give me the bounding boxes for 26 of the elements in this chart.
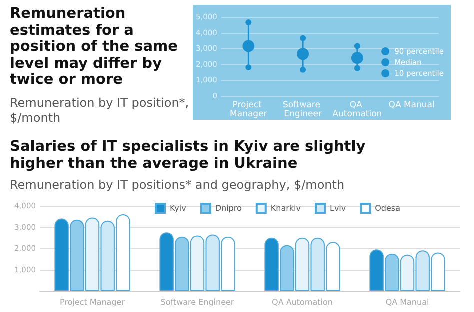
legend-label: Kharkiv [270,204,302,213]
point [297,48,310,60]
legend-label: Lviv [330,204,346,213]
legend-label: Kyiv [170,204,187,213]
point [354,65,360,72]
x-tick-label: Software Engineer [160,298,235,307]
point [351,52,364,64]
point [300,66,306,73]
point [354,43,360,50]
point [300,35,306,42]
point [246,20,252,26]
x-tick-label: QA Manual [386,298,430,307]
x-tick-label: Project Manager [230,100,268,120]
x-tick-label: QA Manual [388,100,435,110]
legend-label: Dnipro [215,204,242,213]
x-tick-label: QA Automation [272,298,333,307]
chart-title: Salaries of IT specialists in Kyiv are slightly higher than the average in Ukraine [10,139,367,173]
text: Remuneration by IT position*, $/month [10,96,190,126]
x-tick-label: QA Automation [332,100,382,120]
x-tick-label: Project Manager [60,298,126,307]
legend-label: Odesa [375,204,401,213]
point [242,40,255,52]
text: Remuneration estimates for a position of the same level may differ by twice or more [10,6,179,88]
x-tick-label: Software Engineer [282,100,324,120]
chart-subtitle: Remuneration by IT positions* and geography, $/month [10,178,346,192]
point [246,64,252,71]
